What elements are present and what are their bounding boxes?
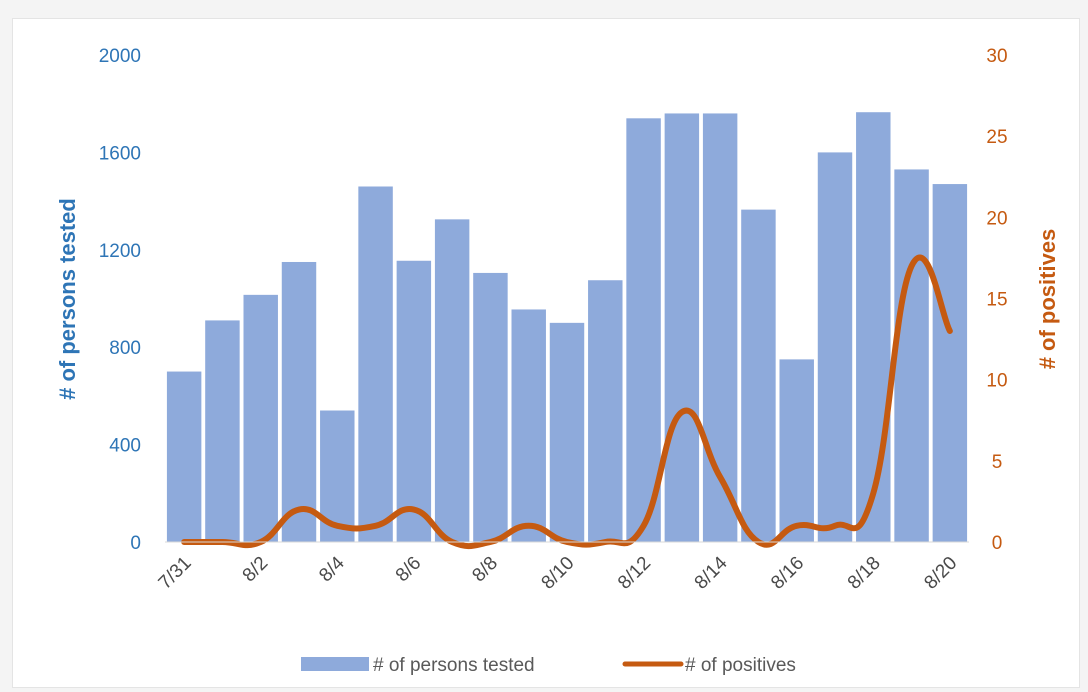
bar-8-15 [741, 209, 776, 542]
x-tick-label: 8/6 [392, 553, 426, 587]
bar-8-1 [205, 320, 240, 542]
x-tick-label: 8/18 [844, 553, 885, 594]
left-tick-label: 1600 [99, 143, 141, 164]
bar-8-18 [856, 112, 891, 542]
positives-point-8-3 [296, 507, 302, 513]
bar-8-16 [779, 359, 814, 543]
bar-8-11 [588, 280, 623, 542]
positives-point-8-17 [832, 523, 838, 529]
bar-8-6 [396, 260, 432, 542]
x-tick-label: 7/31 [155, 553, 196, 594]
combo-chart: 0 400 800 1200 1600 2000 0 5 10 15 20 25 30 7/31 8/2… [55, 46, 1060, 676]
positives-point-8-16 [794, 523, 800, 529]
right-tick-label: 20 [986, 208, 1007, 229]
x-tick-label: 8/14 [691, 552, 732, 593]
legend-swatch-persons-tested [301, 657, 369, 671]
positives-point-8-6 [411, 507, 417, 513]
x-tick-label: 8/20 [920, 553, 961, 594]
bar-8-12 [626, 118, 661, 542]
positives-point-8-4 [334, 523, 340, 529]
left-axis-title: # of persons tested [55, 198, 80, 400]
left-tick-label: 400 [109, 436, 141, 457]
positives-point-8-9 [526, 523, 532, 529]
x-tick-label: 8/8 [468, 553, 502, 587]
right-axis-ticks: 0 5 10 15 20 25 30 [986, 46, 1007, 554]
x-tick-label: 8/12 [614, 553, 655, 594]
left-tick-label: 0 [130, 533, 141, 554]
bar-8-19 [894, 169, 929, 542]
positives-line [181, 254, 953, 550]
bar-7-31 [166, 371, 202, 542]
left-tick-label: 800 [109, 338, 141, 359]
right-tick-label: 10 [986, 371, 1007, 392]
right-tick-label: 30 [986, 46, 1007, 67]
positives-point-8-18 [870, 490, 876, 496]
right-tick-label: 15 [986, 290, 1007, 311]
left-tick-label: 2000 [99, 46, 141, 67]
bar-8-8 [473, 272, 508, 542]
legend: # of persons tested # of positives [301, 655, 796, 676]
bar-8-2 [243, 294, 278, 542]
positives-point-8-14 [717, 474, 723, 480]
legend-label-persons-tested: # of persons tested [373, 655, 535, 676]
bar-8-10 [549, 322, 585, 542]
bar-8-17 [817, 152, 853, 542]
right-axis-title: # of positives [1035, 229, 1060, 370]
x-axis-ticks: 7/31 8/2 8/4 8/6 8/8 8/10 8/12 8/14 8/16 8/18 8/20 [155, 552, 962, 593]
right-tick-label: 5 [992, 452, 1003, 473]
bar-8-20 [932, 184, 968, 542]
x-tick-label: 8/2 [239, 553, 273, 587]
chart-frame: 0 400 800 1200 1600 2000 0 5 10 15 20 25 30 7/31 8/2… [12, 18, 1080, 688]
right-tick-label: 25 [986, 127, 1007, 148]
left-tick-label: 1200 [99, 241, 141, 262]
bar-8-5 [358, 186, 393, 543]
bar-8-13 [664, 113, 700, 542]
bar-8-14 [702, 113, 738, 542]
x-tick-label: 8/16 [767, 553, 808, 594]
bar-8-3 [281, 261, 317, 542]
positives-point-8-13 [679, 409, 685, 415]
legend-label-positives: # of positives [685, 655, 796, 676]
x-tick-label: 8/4 [315, 552, 349, 586]
positives-point-8-19 [909, 263, 915, 269]
x-tick-label: 8/10 [538, 553, 579, 594]
right-tick-label: 0 [992, 533, 1003, 554]
left-axis-ticks: 0 400 800 1200 1600 2000 [99, 46, 141, 554]
bar-series-persons-tested [166, 112, 968, 543]
positives-point-8-20 [947, 328, 953, 334]
bar-8-9 [511, 309, 546, 542]
line-series-positives [181, 254, 953, 550]
positives-point-8-5 [373, 523, 379, 529]
bar-8-7 [434, 219, 470, 543]
positives-point-8-12 [641, 523, 647, 529]
